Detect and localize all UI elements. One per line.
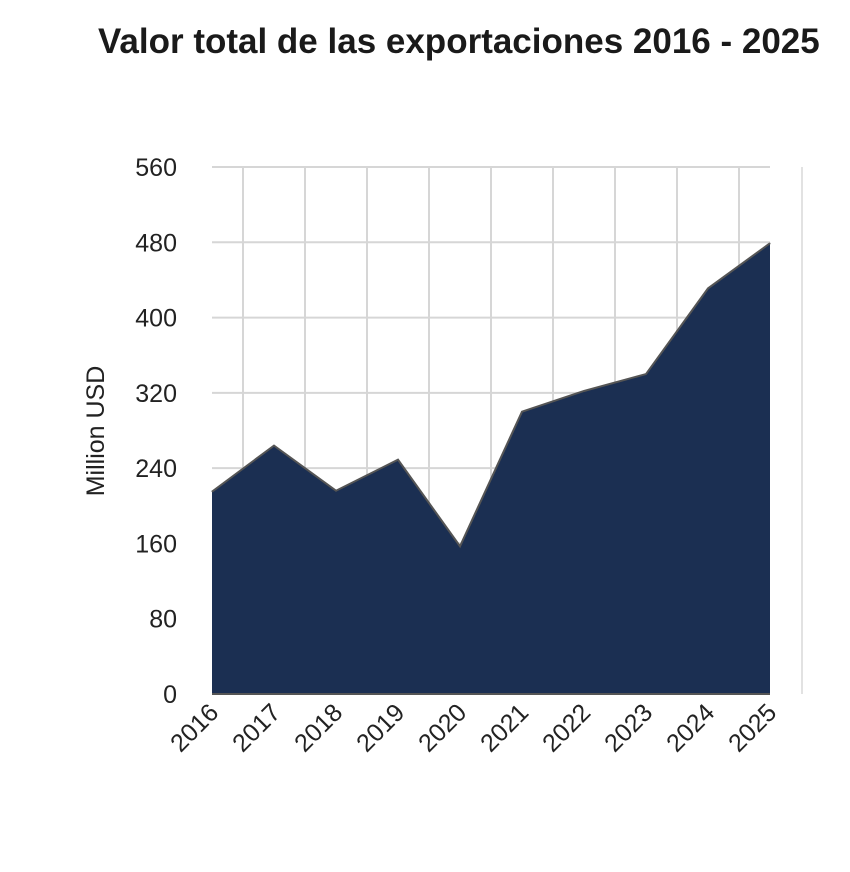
data-point <box>459 545 461 547</box>
x-tick-label: 2017 <box>227 698 286 757</box>
x-tick-label: 2018 <box>289 698 348 757</box>
y-tick-label: 160 <box>135 530 177 558</box>
x-tick-label: 2023 <box>599 698 658 757</box>
y-tick-label: 480 <box>135 229 177 257</box>
y-tick-label: 320 <box>135 380 177 408</box>
area-series <box>211 242 771 695</box>
data-point <box>769 242 771 244</box>
data-point <box>707 287 709 289</box>
y-axis: 0 80 160 240 320 400 480 560 <box>135 154 177 709</box>
x-tick-label: 2025 <box>723 698 782 757</box>
data-point <box>583 390 585 392</box>
y-tick-label: 0 <box>163 681 177 709</box>
area-fill <box>212 243 770 694</box>
y-tick-label: 80 <box>149 606 177 634</box>
y-tick-label: 560 <box>135 154 177 182</box>
x-tick-label: 2024 <box>661 698 720 757</box>
data-point <box>645 373 647 375</box>
data-point <box>335 490 337 492</box>
y-tick-label: 400 <box>135 305 177 333</box>
data-point <box>273 445 275 447</box>
x-axis: 2016 2017 2018 2019 2020 2021 2022 2023 2024 2025 <box>165 698 782 757</box>
area-line <box>211 242 771 549</box>
y-axis-title: Million USD <box>82 366 110 497</box>
x-tick-label: 2019 <box>351 698 410 757</box>
data-point <box>521 411 523 413</box>
x-tick-label: 2022 <box>537 698 596 757</box>
x-tick-label: 2021 <box>475 698 534 757</box>
data-point <box>397 459 399 461</box>
y-tick-label: 240 <box>135 455 177 483</box>
chart-title: Valor total de las exportaciones 2016 - … <box>98 22 820 61</box>
x-tick-label: 2020 <box>413 698 472 757</box>
data-point <box>211 491 213 493</box>
